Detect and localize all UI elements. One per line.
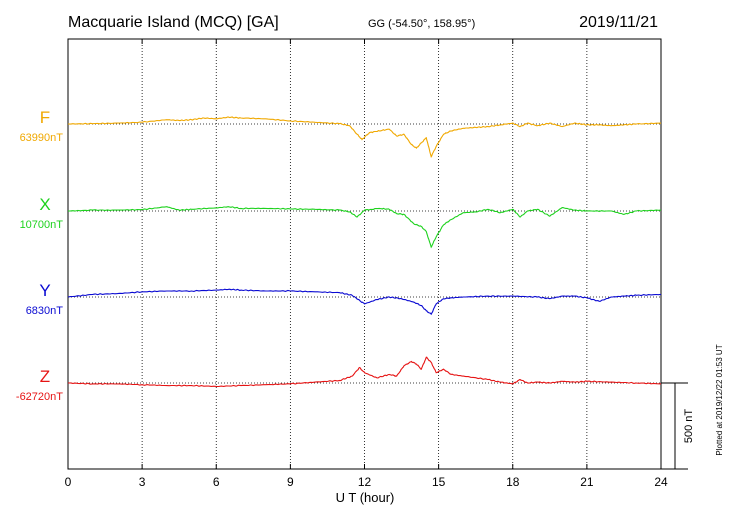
series-line-X bbox=[67, 206, 662, 249]
series-name-Y: Y bbox=[39, 281, 50, 300]
series-name-X: X bbox=[39, 195, 50, 214]
series-line-Y bbox=[67, 288, 662, 316]
series-name-F: F bbox=[40, 108, 50, 127]
x-tick-label: 6 bbox=[213, 475, 220, 489]
plot-frame bbox=[67, 38, 662, 470]
date-label: 2019/11/21 bbox=[579, 14, 658, 31]
series-line-F bbox=[67, 116, 662, 158]
series-baseline-Y: 6830nT bbox=[26, 305, 64, 317]
series-baseline-Z: -62720nT bbox=[16, 391, 63, 403]
x-tick-label: 15 bbox=[432, 475, 446, 489]
series-labels: F 63990nT X 10700nT Y 6830nT Z -62720nT bbox=[16, 108, 63, 403]
series-name-Z: Z bbox=[40, 367, 50, 386]
x-tick-label: 9 bbox=[287, 475, 294, 489]
scale-bar-label: 500 nT bbox=[683, 409, 695, 444]
x-tick-label: 24 bbox=[654, 475, 668, 489]
grid bbox=[68, 39, 661, 469]
x-tick-label: 18 bbox=[506, 475, 520, 489]
station-title: Macquarie Island (MCQ) [GA] bbox=[68, 14, 279, 31]
series-group bbox=[67, 116, 662, 388]
series-baseline-F: 63990nT bbox=[20, 132, 64, 144]
coords-label: GG (-54.50°, 158.95°) bbox=[368, 18, 475, 30]
x-axis-label: U T (hour) bbox=[336, 490, 395, 505]
x-tick-label: 0 bbox=[65, 475, 72, 489]
x-tick-label: 21 bbox=[580, 475, 594, 489]
scale-bar: 500 nT bbox=[661, 382, 695, 470]
x-tick-label: 12 bbox=[358, 475, 372, 489]
plotted-timestamp: Plotted at 2019/12/22 01:53 UT bbox=[715, 344, 724, 455]
x-ticks: 0 3 6 9 12 15 18 21 24 bbox=[65, 39, 668, 489]
series-baseline-X: 10700nT bbox=[20, 219, 64, 231]
series-line-Z bbox=[67, 356, 662, 388]
x-tick-label: 3 bbox=[139, 475, 146, 489]
